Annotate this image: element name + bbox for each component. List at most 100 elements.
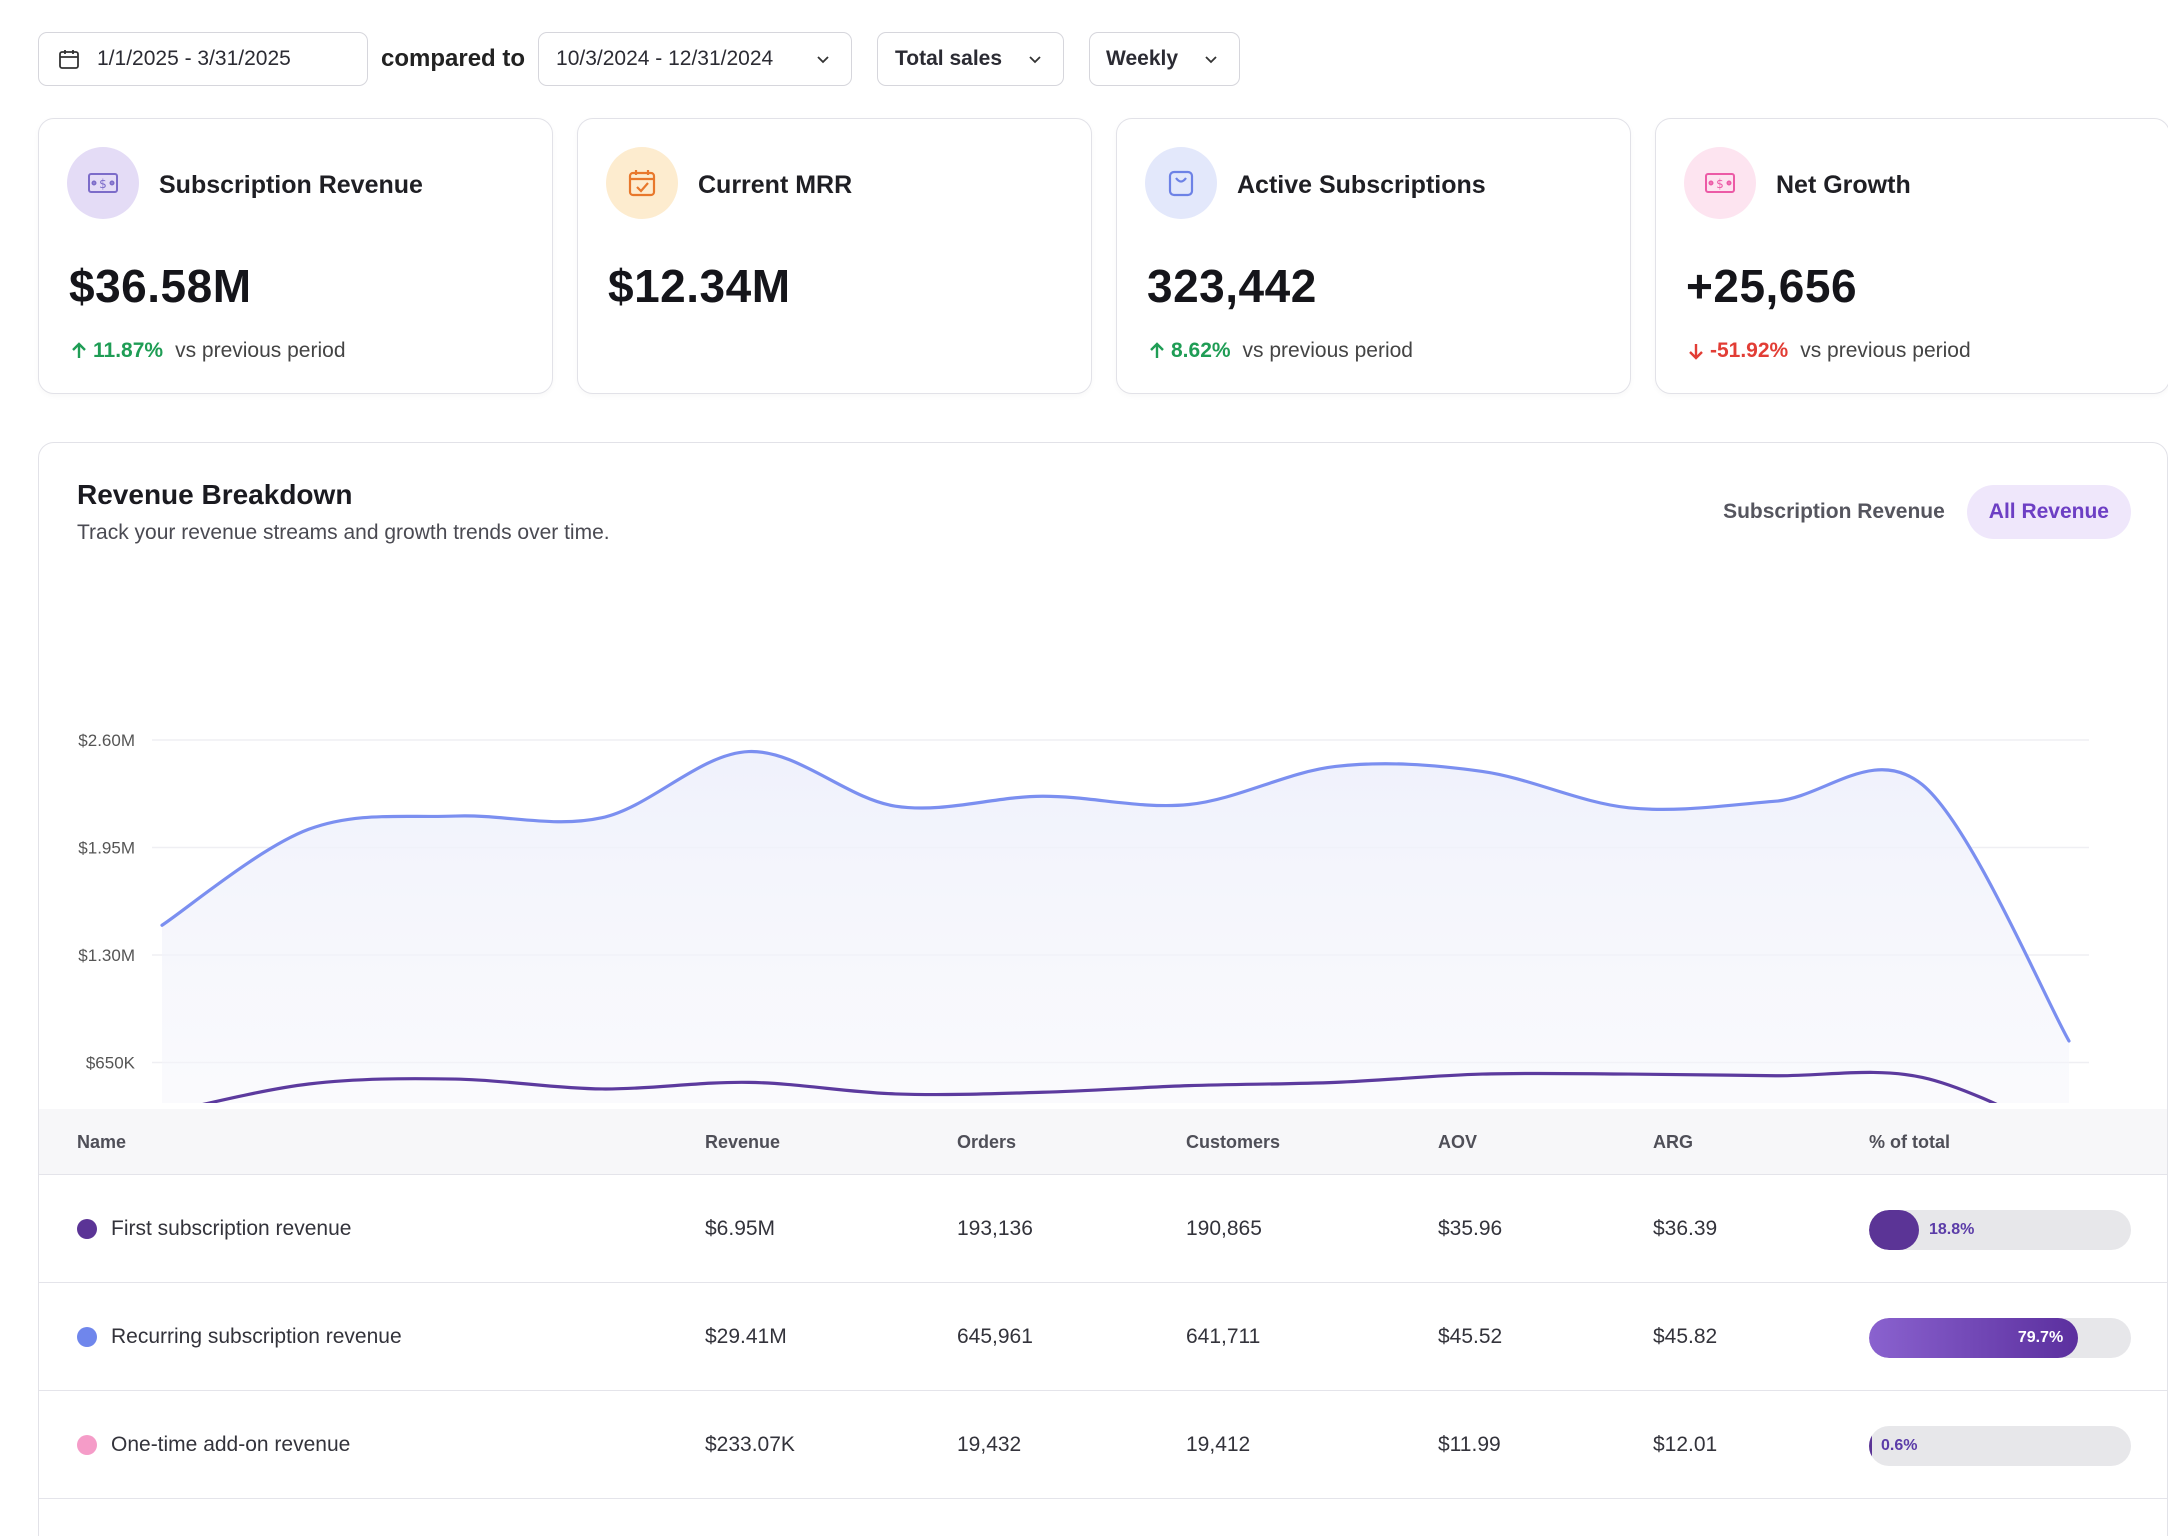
row-name-label: One-time add-on revenue [111,1433,351,1456]
table-row[interactable]: Recurring subscription revenue $29.41M 6… [39,1283,2167,1391]
chart-lines [160,749,2071,1103]
compare-range-value: 10/3/2024 - 12/31/2024 [556,47,774,70]
row-revenue: $6.95M [705,1217,776,1240]
column-header-revenue[interactable]: Revenue [705,1132,781,1152]
y-tick-label: $1.95M [78,839,135,858]
row-name: First subscription revenue [77,1175,351,1283]
pct-total-bar: 18.8% [1869,1210,2131,1250]
svg-text:$: $ [1716,177,1724,191]
card-title: Current MRR [698,171,853,199]
y-tick-label: $650K [86,1054,136,1073]
row-revenue: $29.41M [705,1325,787,1348]
arrow-up-icon [72,342,86,358]
pct-total-fill [1869,1426,1872,1466]
chart-areas [162,751,2069,1103]
date-range-picker[interactable]: 1/1/2025 - 3/31/2025 [38,32,368,86]
pct-total-fill [1869,1318,2078,1358]
series-area [162,751,2069,1103]
series-dot [77,1327,97,1347]
table-row[interactable]: One-time add-on revenue $233.07K 19,432 … [39,1391,2167,1499]
row-orders: 645,961 [957,1325,1033,1348]
card-delta: -51.92% vs previous period [1686,339,1971,363]
compare-range-select[interactable]: 10/3/2024 - 12/31/2024 [538,32,853,86]
series-dot [77,1435,97,1455]
row-aov: $11.99 [1438,1433,1501,1456]
pct-total-label: 79.7% [2017,1329,2064,1346]
compared-to-label: compared to [381,45,526,72]
column-header-name[interactable]: Name [77,1132,127,1152]
pct-total-bar: 79.7% [1869,1318,2131,1358]
pct-total-label: 0.6% [1881,1437,1918,1454]
row-name: One-time add-on revenue [77,1391,350,1499]
kpi-cards: $ Subscription Revenue $36.58M 11.87% vs… [38,118,2168,394]
chevron-down-icon [1205,56,1217,64]
chevron-down-icon [1029,56,1041,64]
column-header-arg[interactable]: ARG [1653,1132,1693,1152]
delta-percent: 11.87% [93,339,164,362]
period-select[interactable]: Weekly [1089,32,1241,86]
row-revenue: $233.07K [705,1433,795,1456]
kpi-card-active-subscriptions: Active Subscriptions 323,442 8.62% vs pr… [1116,118,1631,394]
table-header: Name Revenue Orders Customers AOV ARG % … [39,1109,2167,1175]
row-name: Recurring subscription revenue [77,1283,402,1391]
arrow-down-icon [1689,344,1703,360]
row-orders: 193,136 [957,1217,1033,1240]
row-name-label: Recurring subscription revenue [111,1325,402,1348]
pct-total-label: 18.8% [1929,1221,1975,1238]
kpi-card-subscription-revenue: $ Subscription Revenue $36.58M 11.87% vs… [38,118,553,394]
row-aov: $35.96 [1438,1217,1503,1240]
row-customers: 190,865 [1186,1217,1262,1240]
card-value: $36.58M [69,260,252,312]
y-tick-label: $2.60M [78,731,135,750]
card-badge [606,147,678,219]
column-header-orders[interactable]: Orders [957,1132,1017,1152]
table-row[interactable]: First subscription revenue $6.95M 193,13… [39,1175,2167,1283]
metric-select[interactable]: Total sales [877,32,1065,86]
delta-percent: -51.92% [1710,339,1789,362]
pct-total-bar: 0.6% [1869,1426,2131,1466]
pct-total-fill [1869,1210,1919,1250]
row-customers: 641,711 [1186,1325,1261,1348]
delta-caption: vs previous period [175,339,346,362]
row-name-label: First subscription revenue [111,1217,352,1240]
calendar-icon [59,50,79,69]
money-icon: $ [1705,173,1735,193]
delta-caption: vs previous period [1242,339,1413,362]
svg-text:$: $ [99,177,107,191]
metric-value: Total sales [895,47,1003,70]
card-badge [1145,147,1217,219]
tab-all-revenue[interactable]: All Revenue [1966,485,2131,539]
row-arg: $36.39 [1653,1217,1718,1240]
revenue-chart: $0$650K$1.30M$1.95M$2.60M Dec 29, 2024Ja… [78,731,2089,1103]
card-delta: 8.62% vs previous period [1147,339,1413,363]
calendar-check-icon [628,170,656,197]
arrow-up-icon [1150,342,1164,358]
column-header-pct-total[interactable]: % of total [1869,1132,1950,1152]
delta-caption: vs previous period [1800,339,1971,362]
panel-subtitle: Track your revenue streams and growth tr… [77,521,610,544]
row-arg: $12.01 [1653,1433,1718,1456]
delta-percent: 8.62% [1171,339,1231,362]
series-line [202,1070,1998,1103]
row-orders: 19,432 [957,1433,1022,1456]
series-dot [77,1219,97,1239]
card-value: +25,656 [1686,260,1858,312]
period-value: Weekly [1106,47,1179,70]
shopping-bag-icon [1168,170,1194,197]
money-icon: $ [88,173,118,193]
tab-subscription-revenue[interactable]: Subscription Revenue [1723,500,1945,523]
card-title: Net Growth [1776,171,1911,199]
card-title: Active Subscriptions [1237,171,1486,199]
y-axis-ticks: $0$650K$1.30M$1.95M$2.60M [78,731,136,1073]
row-arg: $45.82 [1653,1325,1718,1348]
series-line [160,749,2071,1043]
filter-toolbar: 1/1/2025 - 3/31/2025 compared to 10/3/20… [38,32,1241,86]
date-range-value: 1/1/2025 - 3/31/2025 [97,47,291,70]
revenue-breakdown-panel: Revenue Breakdown Track your revenue str… [38,442,2168,1536]
column-header-aov[interactable]: AOV [1438,1132,1478,1152]
y-tick-label: $1.30M [78,946,135,965]
revenue-tabs: Subscription Revenue All Revenue [1701,485,2131,539]
card-delta: 11.87% vs previous period [69,339,346,363]
kpi-card-net-growth: $ Net Growth +25,656 -51.92% vs previous… [1655,118,2168,394]
column-header-customers[interactable]: Customers [1186,1132,1281,1152]
